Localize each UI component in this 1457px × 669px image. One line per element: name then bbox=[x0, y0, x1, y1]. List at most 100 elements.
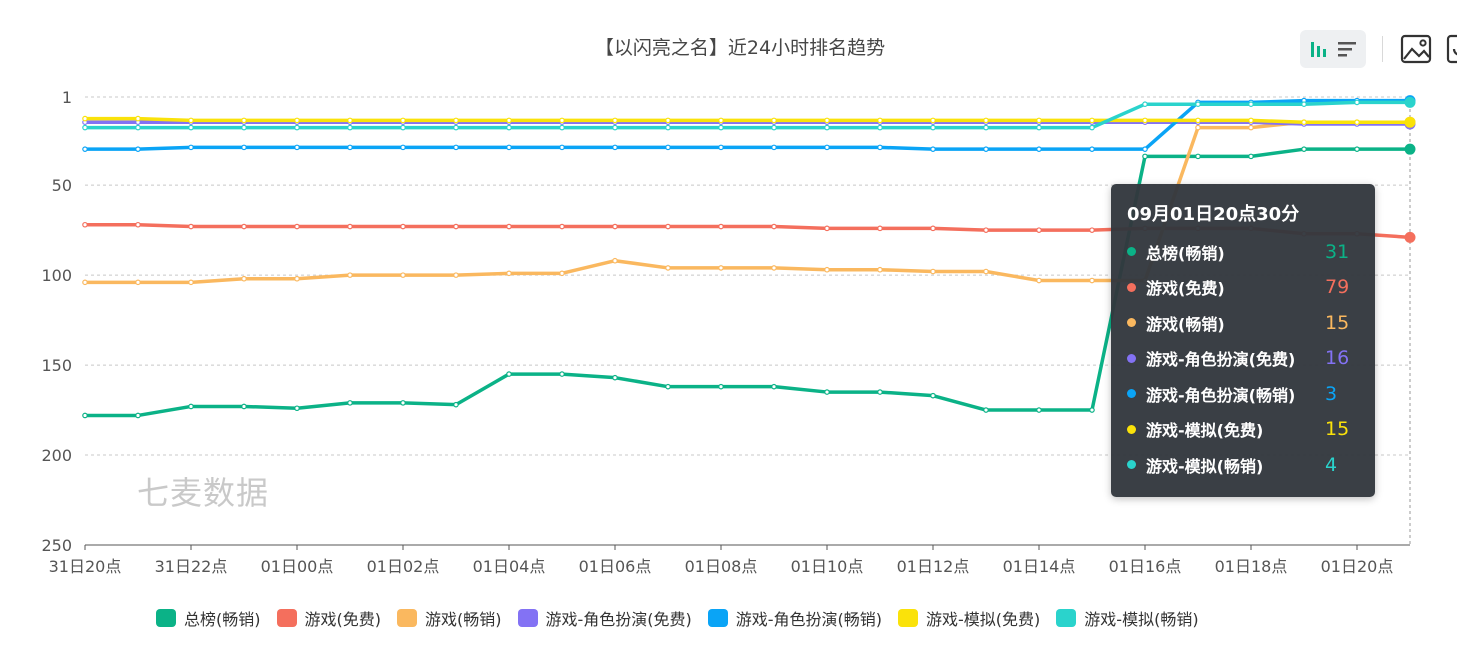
legend-item[interactable]: 游戏-模拟(免费) bbox=[898, 606, 1040, 630]
bar-chart-icon bbox=[1311, 42, 1326, 57]
data-point bbox=[506, 270, 512, 277]
data-point bbox=[453, 223, 459, 230]
data-point bbox=[771, 223, 777, 230]
legend-item[interactable]: 游戏-角色扮演(免费) bbox=[517, 606, 692, 630]
tooltip-row: 游戏-模拟(畅销) 4 bbox=[1127, 447, 1359, 483]
data-point bbox=[1248, 101, 1254, 107]
data-point bbox=[930, 124, 936, 131]
save-image-button[interactable] bbox=[1399, 32, 1433, 66]
data-point bbox=[1404, 231, 1416, 243]
data-point bbox=[347, 272, 353, 278]
data-point bbox=[771, 383, 777, 390]
legend-label: 游戏(畅销) bbox=[425, 610, 502, 629]
data-point bbox=[612, 223, 618, 230]
tooltip-series-value: 15 bbox=[1325, 311, 1350, 334]
data-point bbox=[1036, 124, 1042, 131]
data-point bbox=[453, 272, 459, 278]
data-point bbox=[718, 117, 724, 124]
data-point bbox=[665, 265, 671, 271]
data-point bbox=[771, 265, 777, 271]
data-point bbox=[930, 225, 936, 232]
x-tick-label: 31日22点 bbox=[155, 557, 228, 576]
data-point bbox=[1089, 277, 1095, 284]
tooltip-series-value: 4 bbox=[1325, 453, 1338, 476]
list-icon bbox=[1338, 42, 1356, 57]
data-point bbox=[1404, 143, 1416, 155]
tooltip-row: 游戏(免费) 79 bbox=[1127, 270, 1359, 306]
data-point bbox=[1036, 227, 1042, 233]
tooltip-dot bbox=[1127, 389, 1136, 399]
tooltip-series-value: 31 bbox=[1325, 240, 1350, 263]
data-point bbox=[983, 407, 989, 413]
data-point bbox=[665, 117, 671, 124]
x-tick-label: 01日04点 bbox=[473, 557, 546, 576]
data-point bbox=[824, 124, 830, 131]
data-point bbox=[347, 144, 353, 151]
data-point bbox=[294, 124, 300, 131]
series-line-2 bbox=[85, 120, 1410, 285]
data-point bbox=[983, 146, 989, 152]
data-point bbox=[665, 383, 671, 390]
tooltip-series-name: 游戏(畅销) bbox=[1146, 314, 1225, 334]
x-tick-label: 01日18点 bbox=[1215, 557, 1288, 576]
data-point bbox=[135, 115, 141, 122]
x-tick-label: 01日12点 bbox=[897, 557, 970, 576]
tooltip-series-name: 总榜(畅销) bbox=[1146, 243, 1225, 263]
data-point bbox=[135, 412, 141, 419]
tooltip-row: 游戏-模拟(免费) 15 bbox=[1127, 412, 1359, 448]
data-point bbox=[1404, 96, 1416, 108]
data-point bbox=[1089, 117, 1095, 124]
data-point bbox=[559, 223, 565, 230]
tooltip-dot bbox=[1127, 247, 1136, 257]
legend-swatch bbox=[397, 609, 417, 627]
data-point bbox=[400, 223, 406, 230]
x-tick-label: 01日14点 bbox=[1003, 557, 1076, 576]
data-point bbox=[241, 124, 247, 131]
data-point bbox=[824, 117, 830, 124]
data-point bbox=[400, 117, 406, 124]
data-point bbox=[1248, 153, 1254, 160]
legend-label: 总榜(畅销) bbox=[184, 610, 261, 629]
data-point bbox=[771, 117, 777, 124]
tooltip-series-value: 16 bbox=[1325, 347, 1350, 370]
data-point bbox=[824, 225, 830, 232]
data-point bbox=[400, 124, 406, 131]
data-point bbox=[1089, 227, 1095, 233]
tooltip-dot bbox=[1127, 282, 1136, 292]
legend-item[interactable]: 游戏(免费) bbox=[276, 606, 381, 630]
legend-item[interactable]: 游戏-模拟(畅销) bbox=[1056, 606, 1199, 630]
legend-item[interactable]: 游戏-角色扮演(畅销) bbox=[707, 606, 882, 630]
data-point bbox=[188, 124, 194, 131]
data-point bbox=[612, 124, 618, 131]
data-point bbox=[1404, 116, 1416, 128]
tooltip-series-name: 游戏-模拟(免费) bbox=[1146, 421, 1264, 441]
data-point bbox=[718, 124, 724, 131]
tooltip-dot bbox=[1127, 424, 1136, 434]
y-tick-label: 150 bbox=[41, 356, 72, 375]
chart-toggle-button[interactable] bbox=[1300, 30, 1366, 68]
legend-item[interactable]: 游戏(畅销) bbox=[397, 606, 502, 630]
data-point bbox=[1089, 146, 1095, 152]
y-tick-label: 1 bbox=[62, 88, 72, 107]
series-line-3 bbox=[85, 120, 1410, 126]
data-point bbox=[930, 268, 936, 275]
x-tick-label: 01日06点 bbox=[579, 557, 652, 576]
data-point bbox=[1248, 117, 1254, 124]
data-point bbox=[665, 144, 671, 151]
data-point bbox=[135, 279, 141, 286]
tooltip-row: 总榜(畅销) 31 bbox=[1127, 234, 1359, 270]
series-layer bbox=[82, 95, 1416, 419]
data-point bbox=[294, 223, 300, 230]
legend-item[interactable]: 总榜(畅销) bbox=[156, 606, 261, 630]
tooltip-series-name: 游戏-角色扮演(免费) bbox=[1146, 350, 1296, 370]
data-point bbox=[718, 144, 724, 151]
data-point bbox=[1195, 117, 1201, 124]
data-point bbox=[771, 124, 777, 131]
export-button[interactable] bbox=[1443, 32, 1457, 66]
data-point bbox=[1195, 124, 1201, 131]
data-point bbox=[824, 144, 830, 151]
data-point bbox=[294, 117, 300, 124]
data-point bbox=[559, 124, 565, 131]
